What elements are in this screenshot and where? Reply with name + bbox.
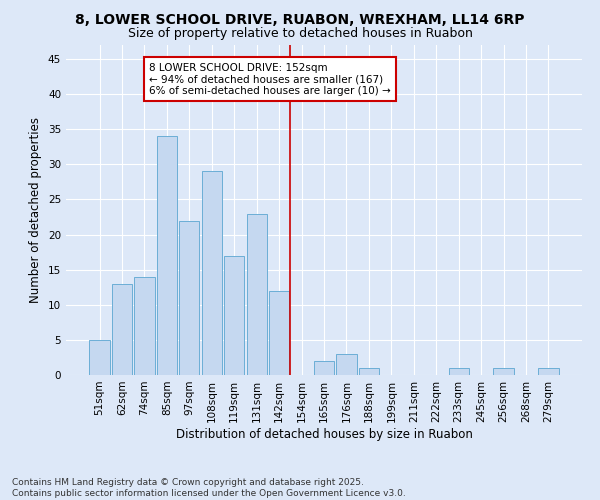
Bar bbox=[247, 214, 267, 375]
Bar bbox=[493, 368, 514, 375]
Bar bbox=[89, 340, 110, 375]
Text: 8, LOWER SCHOOL DRIVE, RUABON, WREXHAM, LL14 6RP: 8, LOWER SCHOOL DRIVE, RUABON, WREXHAM, … bbox=[75, 12, 525, 26]
Bar bbox=[134, 276, 155, 375]
Bar bbox=[269, 290, 289, 375]
Bar bbox=[449, 368, 469, 375]
Text: Size of property relative to detached houses in Ruabon: Size of property relative to detached ho… bbox=[128, 28, 472, 40]
Bar bbox=[112, 284, 132, 375]
X-axis label: Distribution of detached houses by size in Ruabon: Distribution of detached houses by size … bbox=[176, 428, 472, 440]
Text: Contains HM Land Registry data © Crown copyright and database right 2025.
Contai: Contains HM Land Registry data © Crown c… bbox=[12, 478, 406, 498]
Bar bbox=[202, 172, 222, 375]
Y-axis label: Number of detached properties: Number of detached properties bbox=[29, 117, 43, 303]
Text: 8 LOWER SCHOOL DRIVE: 152sqm
← 94% of detached houses are smaller (167)
6% of se: 8 LOWER SCHOOL DRIVE: 152sqm ← 94% of de… bbox=[149, 62, 391, 96]
Bar bbox=[224, 256, 244, 375]
Bar bbox=[337, 354, 356, 375]
Bar bbox=[157, 136, 177, 375]
Bar bbox=[359, 368, 379, 375]
Bar bbox=[538, 368, 559, 375]
Bar bbox=[179, 220, 199, 375]
Bar bbox=[314, 361, 334, 375]
